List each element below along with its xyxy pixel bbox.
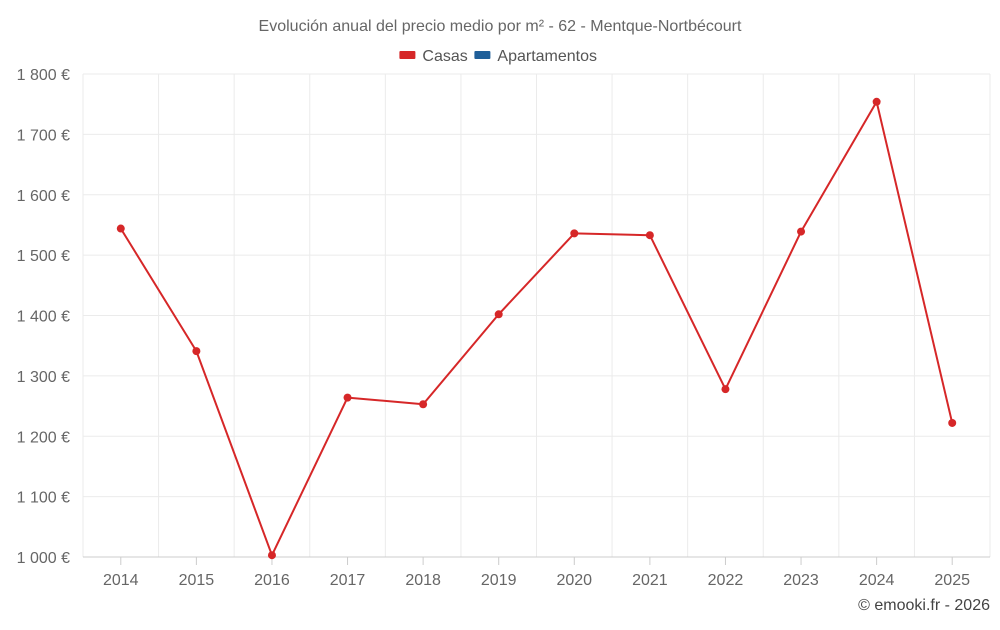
data-point <box>872 97 881 106</box>
y-tick-label: 1 200 € <box>17 429 70 446</box>
y-tick-label: 1 700 € <box>17 127 70 144</box>
data-point <box>419 400 428 409</box>
data-point <box>192 347 201 356</box>
y-tick-label: 1 600 € <box>17 188 70 205</box>
x-tick-label: 2020 <box>556 572 592 589</box>
y-tick-label: 1 100 € <box>17 490 70 507</box>
grid <box>82 73 991 557</box>
data-point <box>570 229 579 238</box>
x-tick-label: 2014 <box>103 572 139 589</box>
x-tick-label: 2025 <box>934 572 970 589</box>
data-point <box>797 227 806 236</box>
credit-text: © emooki.fr - 2026 <box>858 597 990 614</box>
y-tick-label: 1 300 € <box>17 369 70 386</box>
x-tick-label: 2021 <box>632 572 668 589</box>
data-point <box>645 231 654 240</box>
x-tick-label: 2022 <box>708 572 744 589</box>
data-point <box>494 310 503 319</box>
data-point <box>343 393 352 402</box>
legend-swatch-apartamentos <box>474 51 491 59</box>
x-tick-label: 2024 <box>859 572 895 589</box>
data-point <box>116 224 125 233</box>
series-line-casas <box>119 100 954 557</box>
series-group <box>116 97 957 560</box>
data-point <box>948 418 957 427</box>
y-tick-label: 1 500 € <box>17 248 70 265</box>
x-tick-label: 2019 <box>481 572 517 589</box>
x-tick-label: 2015 <box>179 572 215 589</box>
x-tick-label: 2018 <box>405 572 441 589</box>
y-axis: 1 000 € 1 100 € 1 200 € 1 300 € 1 400 € 1 500… <box>17 67 70 567</box>
data-point <box>721 385 730 394</box>
data-point <box>267 551 276 560</box>
y-tick-label: 1 800 € <box>17 67 70 84</box>
x-tick-label: 2016 <box>254 572 290 589</box>
y-tick-label: 1 000 € <box>17 550 70 567</box>
legend: Casas Apartamentos <box>399 48 597 65</box>
legend-swatch-casas <box>399 51 416 59</box>
legend-label-casas: Casas <box>422 48 467 65</box>
y-tick-label: 1 400 € <box>17 309 70 326</box>
x-axis: 2014 2015 2016 2017 2018 2019 2020 2021 2022 2023… <box>83 556 990 589</box>
chart-title: Evolución anual del precio medio por m² … <box>259 18 742 35</box>
legend-label-apartamentos: Apartamentos <box>497 48 597 65</box>
x-tick-label: 2023 <box>783 572 819 589</box>
x-tick-label: 2017 <box>330 572 366 589</box>
